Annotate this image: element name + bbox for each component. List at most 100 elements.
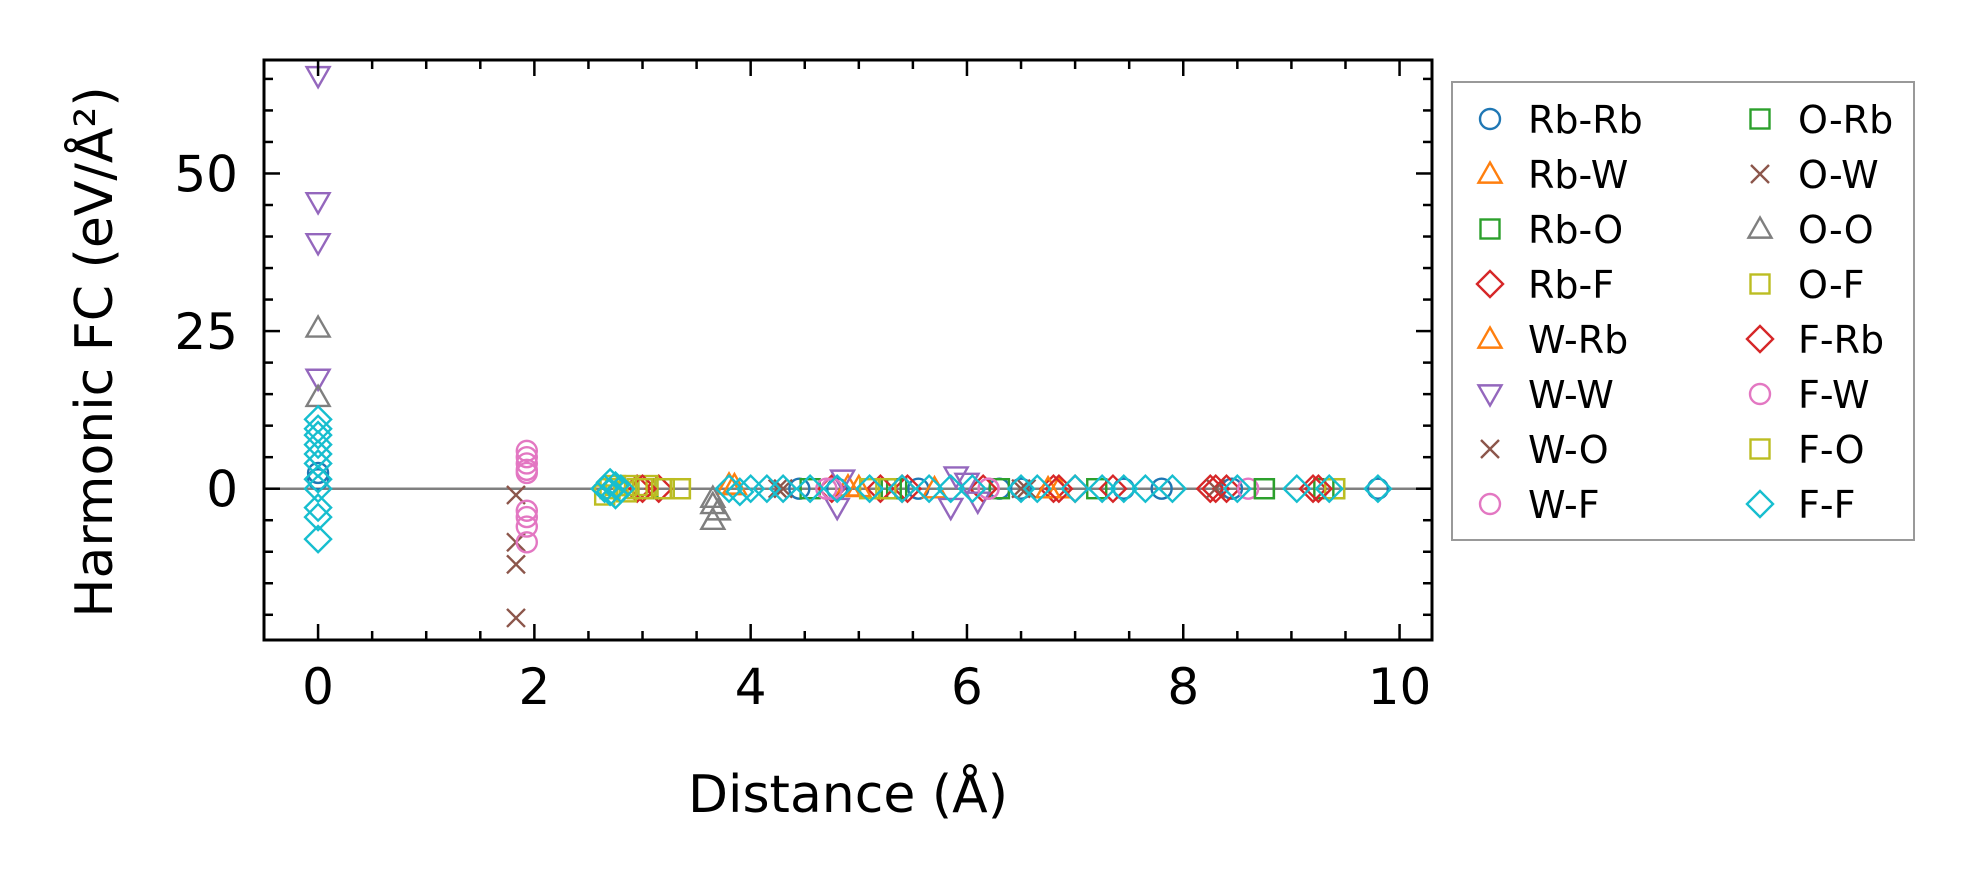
data-point [699, 506, 727, 531]
legend-label: F-Rb [1798, 318, 1884, 362]
data-point [515, 445, 538, 469]
legend-entry: W-W [1476, 373, 1614, 417]
data-point [669, 477, 692, 500]
legend-entry: O-W [1750, 153, 1879, 197]
data-point [937, 497, 965, 522]
data-point [699, 490, 727, 515]
legend-label: O-Rb [1798, 98, 1893, 142]
data-point [304, 368, 332, 393]
legend-label: W-F [1528, 483, 1600, 527]
data-points [303, 65, 1393, 628]
data-point [957, 473, 988, 504]
data-point [1016, 478, 1037, 499]
legend-label: F-F [1798, 483, 1855, 527]
data-point [303, 524, 333, 554]
legend-label: W-O [1528, 428, 1609, 472]
data-point [953, 472, 981, 497]
legend: Rb-Rb Rb-W Rb-O Rb-F W-Rb W-W W-O W-F O-Rb O-W O-O… [1451, 81, 1915, 541]
x-tick-label: 10 [1368, 658, 1432, 716]
legend-marker [1750, 164, 1770, 184]
data-point [506, 608, 526, 628]
legend-marker [1475, 269, 1505, 299]
legend-marker [1746, 215, 1774, 239]
x-tick-label: 2 [518, 658, 550, 716]
data-point [845, 473, 873, 498]
legend-entry: F-O [1749, 428, 1865, 472]
legend-label: W-W [1528, 373, 1614, 417]
data-point [865, 473, 896, 504]
x-tick-label: 6 [951, 658, 983, 716]
legend-entry: Rb-O [1479, 208, 1623, 252]
legend-label: Rb-W [1528, 153, 1628, 197]
legend-label: O-F [1798, 263, 1865, 307]
legend-label: F-W [1798, 373, 1870, 417]
data-point [1363, 473, 1393, 504]
data-point [303, 502, 333, 532]
data-point [1157, 473, 1188, 504]
data-point [304, 314, 332, 338]
data-point [600, 480, 631, 510]
data-point [887, 473, 917, 504]
legend-label: Rb-Rb [1528, 98, 1643, 142]
legend-entry: F-W [1748, 373, 1870, 417]
data-point [1282, 473, 1312, 504]
legend-marker [1745, 489, 1775, 519]
data-point [1150, 477, 1173, 500]
data-point [303, 429, 333, 460]
series-o-w [767, 478, 1037, 499]
legend-entry: Rb-W [1476, 153, 1628, 197]
data-point [1034, 474, 1062, 499]
data-point [822, 473, 852, 504]
legend-entry: W-O [1480, 428, 1609, 472]
data-point [1253, 477, 1276, 500]
legend-entry: F-Rb [1745, 318, 1884, 362]
data-point [1022, 473, 1052, 504]
legend-label: Rb-O [1528, 208, 1623, 252]
data-point [515, 515, 538, 538]
data-point [303, 492, 333, 523]
legend-entry: O-Rb [1749, 98, 1893, 142]
data-point [303, 404, 333, 435]
data-point [306, 461, 330, 485]
legend-entry: W-Rb [1476, 318, 1628, 362]
data-point [303, 420, 333, 450]
legend-entry: O-O [1746, 208, 1874, 252]
legend-box [1451, 81, 1915, 541]
data-point [936, 473, 966, 504]
data-point [515, 452, 538, 475]
data-point [892, 473, 923, 504]
data-point [1009, 477, 1033, 500]
data-point [1222, 473, 1253, 504]
legend-marker [1745, 324, 1775, 354]
series-f-f [303, 404, 1393, 554]
data-point [914, 473, 944, 504]
series-rb-rb [306, 461, 1390, 500]
data-point [815, 477, 838, 500]
data-point [1323, 477, 1346, 500]
plot-frame: 0 2 4 6 8 10 0 25 50 [174, 58, 1434, 716]
data-point [1087, 473, 1117, 504]
y-tick-label: 25 [174, 303, 238, 361]
legend-marker [1749, 438, 1771, 460]
data-point [1303, 473, 1334, 504]
data-point [875, 477, 897, 500]
legend-label: O-O [1798, 208, 1874, 252]
data-point [768, 473, 798, 504]
data-point [823, 497, 851, 522]
x-axis-label: Distance (Å) [688, 763, 1008, 825]
series-w-f [515, 439, 1260, 554]
data-point [714, 473, 744, 504]
data-point [767, 478, 788, 499]
data-point [515, 458, 538, 481]
data-point [858, 477, 881, 500]
data-point [1060, 473, 1090, 504]
data-point [515, 499, 538, 522]
data-point [1313, 477, 1335, 500]
data-point [595, 467, 625, 498]
data-point [1236, 477, 1260, 500]
series-w-w [304, 65, 992, 522]
data-point [1098, 473, 1128, 504]
data-point [304, 192, 332, 216]
data-point [1201, 473, 1231, 504]
